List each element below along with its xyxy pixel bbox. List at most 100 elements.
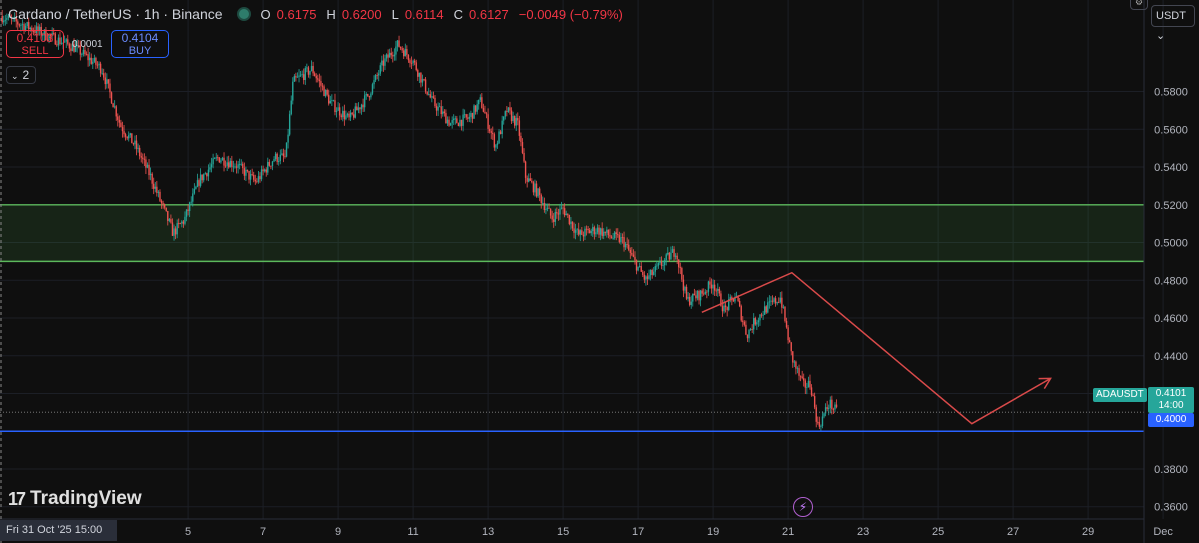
- candle-body: [535, 183, 538, 197]
- candle-body: [10, 17, 13, 19]
- candle-body: [718, 288, 721, 294]
- candle-body: [429, 94, 431, 98]
- candle-body: [215, 157, 217, 159]
- candle-body: [353, 114, 355, 118]
- candle-body: [785, 320, 788, 328]
- candle-body: [384, 58, 386, 66]
- candle-body: [368, 96, 371, 98]
- candle-body: [343, 110, 346, 120]
- candle-body: [835, 404, 838, 408]
- candle-body: [726, 307, 728, 311]
- candle-body: [815, 407, 817, 422]
- candle-body: [412, 60, 414, 64]
- candle-body: [379, 65, 381, 74]
- candle-body: [251, 174, 253, 175]
- supply-demand-zone[interactable]: [0, 204, 1144, 262]
- candle-body: [751, 329, 753, 331]
- candle-body: [449, 123, 452, 126]
- candle-body: [103, 73, 105, 78]
- buy-button[interactable]: 0.4104 BUY: [111, 30, 169, 58]
- candle-body: [643, 274, 646, 280]
- candle-body: [465, 114, 467, 118]
- candle-body: [96, 64, 99, 66]
- candle-body: [224, 165, 227, 167]
- candle-body: [606, 229, 608, 233]
- candle-body: [820, 425, 822, 427]
- candle-body: [799, 375, 802, 377]
- candle-body: [315, 76, 317, 79]
- candle-body: [701, 290, 703, 294]
- candle-body: [4, 19, 6, 21]
- candle-body: [581, 230, 583, 235]
- crosshair-date-label: Fri 31 Oct '25 15:00: [0, 520, 117, 541]
- sell-button[interactable]: 0.4103 SELL: [6, 30, 64, 58]
- candle-body: [153, 183, 155, 189]
- candle-body: [529, 178, 531, 181]
- candle-body: [817, 421, 819, 423]
- settings-icon[interactable]: ⚙: [1130, 0, 1148, 10]
- candle-body: [335, 110, 338, 113]
- candle-body: [499, 131, 502, 135]
- candle-body: [354, 106, 356, 118]
- candle-body: [267, 161, 269, 173]
- candle-body: [607, 229, 610, 236]
- low-value: 0.6114: [404, 6, 444, 22]
- symbol-legend: Cardano / TetherUS · 1h · Binance O 0.617…: [8, 6, 623, 22]
- candle-body: [431, 96, 433, 98]
- candle-body: [638, 266, 641, 267]
- indicators-toggle-button[interactable]: ⌄ 2: [6, 66, 36, 84]
- candle-body: [378, 73, 380, 76]
- time-tick-label: 29: [1082, 526, 1094, 538]
- candle-body: [660, 261, 663, 266]
- candle-body: [271, 161, 274, 166]
- candle-body: [771, 300, 774, 302]
- candle-body: [128, 135, 130, 139]
- candle-body: [9, 15, 11, 18]
- price-axis[interactable]: 0.5800 0.5600 0.5400 0.5200 0.5000 0.4800 0.46…: [1154, 87, 1188, 514]
- candle-body: [471, 113, 474, 119]
- candle-body: [595, 232, 597, 235]
- lightning-icon[interactable]: ⚡: [793, 497, 813, 517]
- candle-body: [138, 147, 141, 157]
- candle-body: [337, 107, 339, 111]
- candle-body: [732, 298, 735, 302]
- candle-body: [145, 159, 147, 168]
- candle-body: [232, 166, 235, 168]
- candle-body: [795, 361, 797, 369]
- candle-body: [620, 237, 622, 243]
- candle-body: [301, 74, 303, 76]
- currency-select[interactable]: USDT ⌄: [1151, 5, 1195, 42]
- candle-body: [118, 119, 121, 123]
- candle-body: [748, 330, 750, 339]
- candle-body: [15, 16, 17, 22]
- symbol-title[interactable]: Cardano / TetherUS · 1h · Binance: [8, 6, 223, 22]
- projection-path[interactable]: [701, 271, 1051, 425]
- time-axis[interactable]: 5 7 9 11 13 15 17 19 21 23 25 27 29 Dec: [185, 526, 1173, 538]
- candle-body: [56, 44, 58, 46]
- candle-body: [159, 191, 161, 201]
- candle-body: [599, 228, 602, 235]
- candle-body: [703, 293, 705, 295]
- candle-body: [12, 17, 14, 19]
- candle-body: [346, 113, 349, 116]
- candle-body: [448, 119, 450, 126]
- candle-body: [553, 219, 555, 222]
- candle-body: [295, 76, 297, 78]
- candle-body: [20, 25, 22, 26]
- candle-body: [570, 221, 572, 225]
- candle-body: [637, 266, 639, 271]
- candle-body: [756, 322, 758, 325]
- candle-body: [76, 45, 78, 46]
- candle-body: [142, 157, 144, 159]
- tradingview-logo[interactable]: 17 TradingView: [8, 488, 142, 510]
- candle-body: [104, 77, 106, 85]
- candle-body: [376, 75, 378, 76]
- candle-body: [345, 115, 347, 120]
- candle-body: [609, 235, 611, 237]
- grid-lines: [0, 0, 1164, 519]
- candle-body: [767, 302, 769, 313]
- time-tick-label: 23: [857, 526, 869, 538]
- candle-body: [263, 169, 266, 172]
- candle-body: [406, 49, 408, 55]
